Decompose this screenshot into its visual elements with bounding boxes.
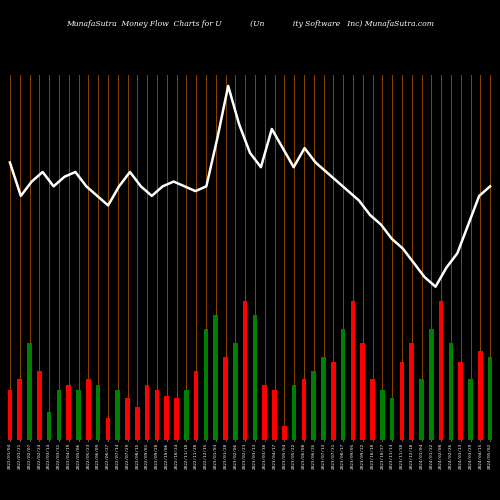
Bar bbox=[86, 379, 90, 440]
Bar bbox=[135, 406, 140, 440]
Bar bbox=[204, 329, 208, 440]
Bar bbox=[96, 384, 100, 440]
Bar bbox=[47, 412, 52, 440]
Bar bbox=[56, 390, 61, 440]
Bar bbox=[164, 396, 169, 440]
Bar bbox=[468, 379, 472, 440]
Bar bbox=[350, 302, 355, 440]
Bar bbox=[312, 370, 316, 440]
Bar bbox=[154, 390, 159, 440]
Bar bbox=[420, 379, 424, 440]
Bar bbox=[252, 315, 257, 440]
Bar bbox=[184, 390, 188, 440]
Bar bbox=[322, 357, 326, 440]
Bar bbox=[302, 379, 306, 440]
Bar bbox=[126, 398, 130, 440]
Bar bbox=[400, 362, 404, 440]
Bar bbox=[174, 398, 178, 440]
Bar bbox=[478, 351, 482, 440]
Text: MunafaSutra  Money Flow  Charts for U            (Un            ity Software   I: MunafaSutra Money Flow Charts for U (Un … bbox=[66, 20, 434, 28]
Bar bbox=[224, 357, 228, 440]
Bar bbox=[106, 418, 110, 440]
Bar bbox=[233, 343, 237, 440]
Bar bbox=[360, 343, 365, 440]
Bar bbox=[380, 390, 384, 440]
Bar bbox=[28, 343, 32, 440]
Bar bbox=[292, 384, 296, 440]
Bar bbox=[448, 343, 453, 440]
Bar bbox=[488, 357, 492, 440]
Bar bbox=[331, 362, 336, 440]
Bar bbox=[116, 390, 120, 440]
Bar bbox=[66, 384, 71, 440]
Bar bbox=[214, 315, 218, 440]
Bar bbox=[76, 390, 80, 440]
Bar bbox=[282, 426, 286, 440]
Bar bbox=[429, 329, 434, 440]
Bar bbox=[37, 370, 42, 440]
Bar bbox=[8, 390, 12, 440]
Bar bbox=[458, 362, 463, 440]
Bar bbox=[18, 379, 22, 440]
Bar bbox=[370, 379, 374, 440]
Bar bbox=[145, 384, 150, 440]
Bar bbox=[410, 343, 414, 440]
Bar bbox=[439, 302, 444, 440]
Bar bbox=[272, 390, 276, 440]
Bar bbox=[341, 329, 345, 440]
Bar bbox=[390, 398, 394, 440]
Bar bbox=[243, 302, 248, 440]
Bar bbox=[194, 370, 198, 440]
Bar bbox=[262, 384, 267, 440]
